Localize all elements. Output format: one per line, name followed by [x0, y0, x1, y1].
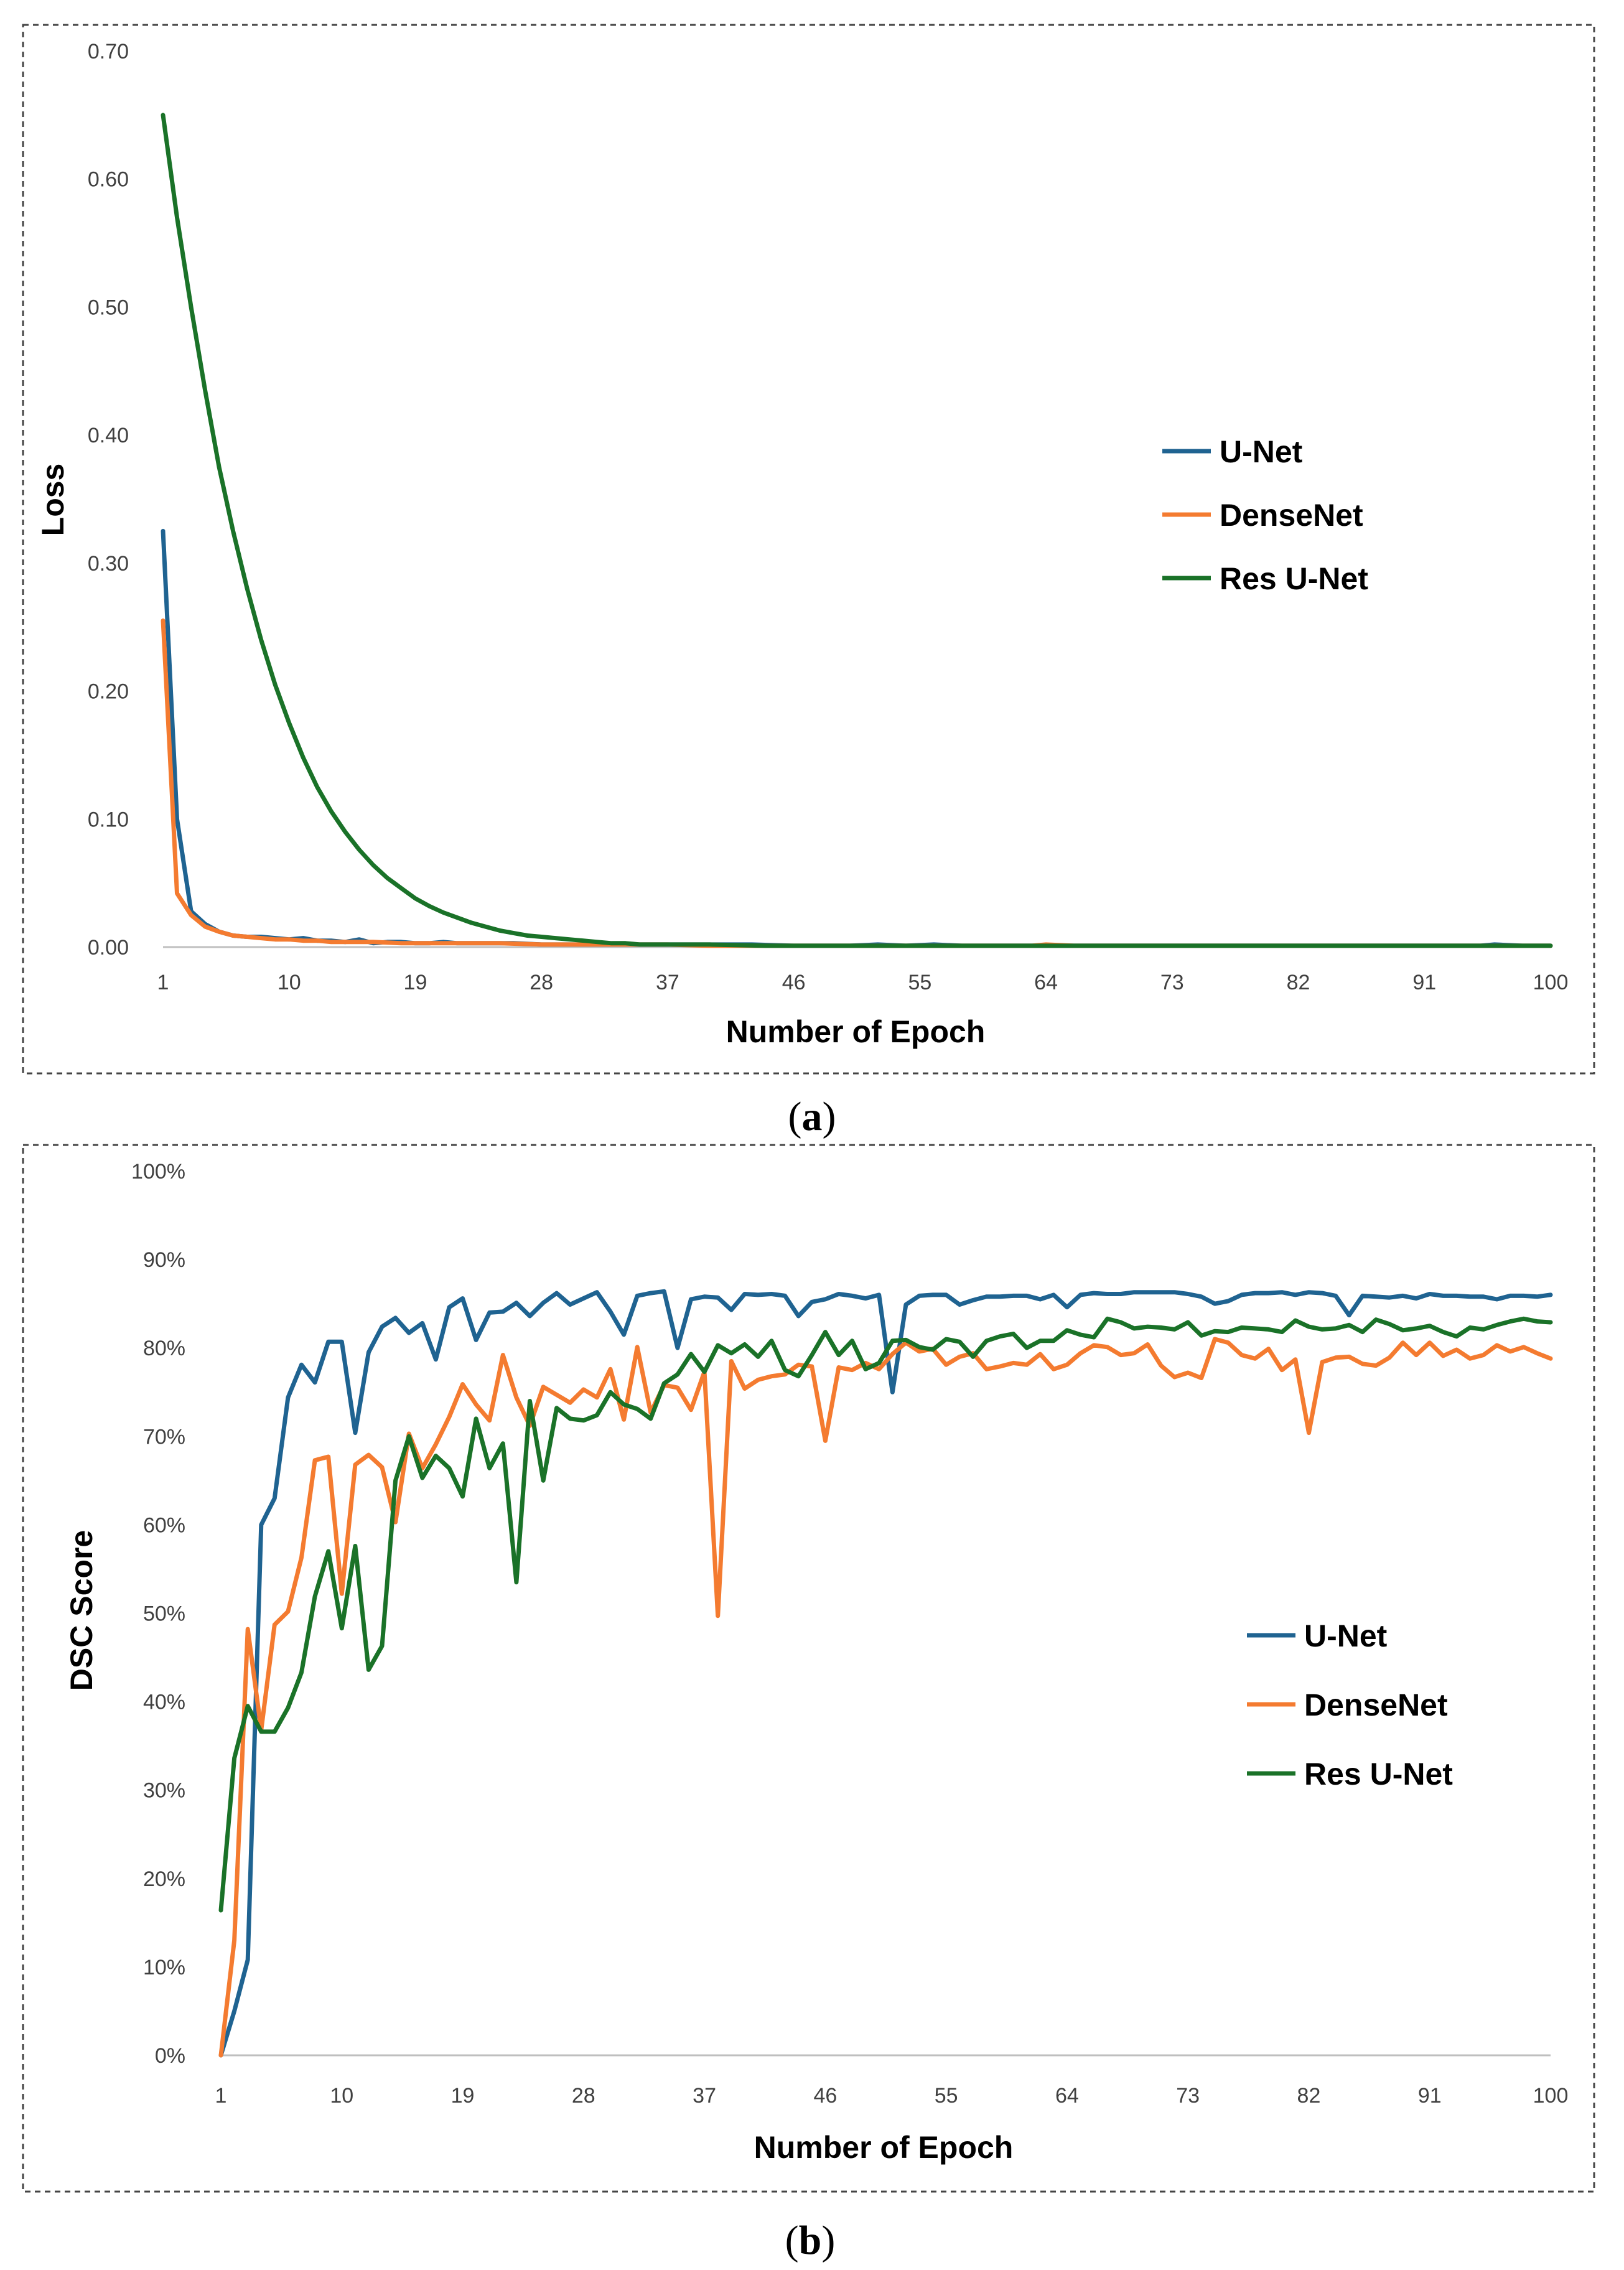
panel-b-dsc-chart: 0% 10% 20% 30% 40% 50% 60% 70% 80% 90% 100% 1 10 19 2…: [22, 1144, 1595, 2193]
panel-b-x-axis-title: Number of Epoch: [754, 2130, 1014, 2165]
series-line-res-u-net: [161, 113, 1553, 948]
legend-label: DenseNet: [1220, 498, 1363, 533]
y-tick-label: 70%: [143, 1425, 185, 1449]
x-tick-label: 100: [1533, 2084, 1569, 2108]
legend-label: Res U-Net: [1220, 561, 1368, 596]
panel-a-x-ticks: 1 10 19 28 37 46 55 64 73 82 91 100: [157, 971, 1569, 994]
x-tick-label: 10: [278, 971, 301, 994]
panel-a-y-axis-title: Loss: [35, 464, 70, 536]
x-tick-label: 46: [782, 971, 806, 994]
x-tick-label: 37: [656, 971, 679, 994]
x-tick-label: 82: [1297, 2084, 1321, 2108]
x-tick-label: 55: [908, 971, 931, 994]
y-tick-label: 60%: [143, 1513, 185, 1537]
y-tick-label: 0.30: [88, 552, 129, 576]
panel-a-y-ticks: 0.00 0.10 0.20 0.30 0.40 0.50 0.60 0.70: [88, 40, 129, 960]
x-tick-label: 37: [693, 2084, 716, 2108]
x-tick-label: 19: [451, 2084, 475, 2108]
y-tick-label: 0.20: [88, 680, 129, 704]
series-line-res-u-net: [218, 1316, 1553, 1913]
y-tick-label: 0.60: [88, 168, 129, 192]
panel-b-x-ticks: 1 10 19 28 37 46 55 64 73 82 91 100: [215, 2084, 1569, 2108]
x-tick-label: 55: [935, 2084, 958, 2108]
panel-b-series-lines: [218, 1289, 1553, 2058]
y-tick-label: 10%: [143, 1956, 185, 1979]
y-tick-label: 0.00: [88, 936, 129, 960]
x-tick-label: 64: [1034, 971, 1058, 994]
panel-b-border: [22, 1144, 1595, 2193]
y-tick-label: 0.70: [88, 40, 129, 63]
panel-b-legend: U-Net DenseNet Res U-Net: [1247, 1618, 1453, 1791]
y-tick-label: 40%: [143, 1691, 185, 1714]
x-tick-label: 28: [572, 2084, 595, 2108]
x-tick-label: 91: [1412, 971, 1436, 994]
panel-a-series-lines: [161, 113, 1553, 948]
x-tick-label: 19: [404, 971, 427, 994]
legend-label: U-Net: [1220, 434, 1303, 469]
series-line-densenet: [161, 618, 1553, 948]
x-tick-label: 73: [1160, 971, 1184, 994]
x-tick-label: 46: [813, 2084, 837, 2108]
panel-b-caption: (b): [785, 2218, 836, 2263]
y-tick-label: 100%: [131, 1160, 185, 1184]
panel-b-y-axis-title: DSC Score: [64, 1530, 99, 1691]
x-tick-label: 73: [1176, 2084, 1200, 2108]
panel-a-border: [22, 24, 1595, 1075]
y-tick-label: 80%: [143, 1337, 185, 1360]
x-tick-label: 1: [215, 2084, 227, 2108]
y-tick-label: 30%: [143, 1779, 185, 1803]
legend-label: Res U-Net: [1304, 1757, 1453, 1791]
panel-a-loss-chart: 0.00 0.10 0.20 0.30 0.40 0.50 0.60 0.70 1 10 19 28…: [22, 24, 1595, 1075]
y-tick-label: 20%: [143, 1867, 185, 1891]
panel-a-x-axis-title: Number of Epoch: [726, 1014, 986, 1049]
x-tick-label: 10: [330, 2084, 353, 2108]
y-tick-label: 0.50: [88, 296, 129, 319]
panel-a-caption: (a): [788, 1094, 836, 1139]
series-line-densenet: [218, 1337, 1553, 2058]
x-tick-label: 1: [157, 971, 169, 994]
series-line-u-net: [218, 1289, 1553, 2058]
y-tick-label: 0.40: [88, 424, 129, 447]
legend-label: U-Net: [1304, 1618, 1388, 1653]
x-tick-label: 28: [530, 971, 553, 994]
legend-label: DenseNet: [1304, 1688, 1448, 1722]
panel-a-legend: U-Net DenseNet Res U-Net: [1162, 434, 1368, 596]
y-tick-label: 50%: [143, 1602, 185, 1626]
y-tick-label: 90%: [143, 1248, 185, 1272]
x-tick-label: 64: [1055, 2084, 1079, 2108]
x-tick-label: 91: [1418, 2084, 1442, 2108]
x-tick-label: 100: [1533, 971, 1569, 994]
y-tick-label: 0.10: [88, 808, 129, 831]
x-tick-label: 82: [1287, 971, 1310, 994]
panel-b-y-ticks: 0% 10% 20% 30% 40% 50% 60% 70% 80% 90% 100%: [131, 1160, 185, 2068]
y-tick-label: 0%: [155, 2044, 185, 2068]
